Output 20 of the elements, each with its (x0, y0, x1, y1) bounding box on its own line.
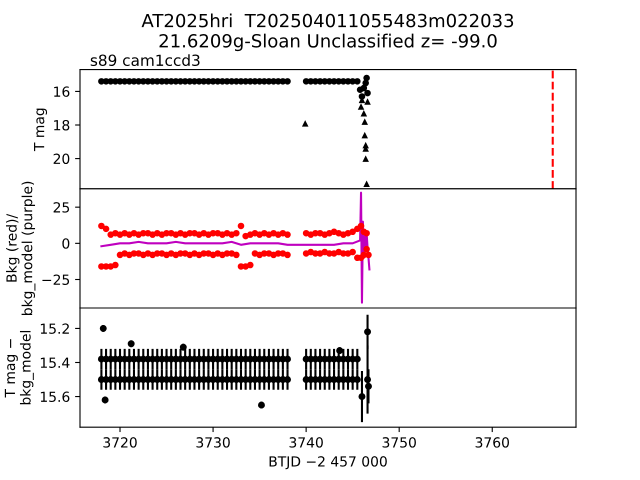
x-axis-title: BTJD −2 457 000 (270, 456, 387, 470)
y-tick-label: 15.2 (40, 323, 69, 334)
y-tick-label: 16 (54, 86, 70, 97)
text: s89 cam1ccd3 (90, 54, 200, 66)
y-tick-label: 15.4 (40, 358, 70, 368)
y-axis-title: Bkg (red)/ bkg_model (purple) (6, 182, 36, 315)
x-tick-label: 3740 (290, 437, 323, 448)
y-tick-label: 20 (54, 154, 70, 164)
x-tick-label: 3760 (476, 437, 509, 448)
x-tick-label: 3730 (196, 437, 230, 448)
y-tick-label: 25 (54, 202, 70, 213)
y-tick-label: 18 (54, 120, 70, 130)
y-axis-title: T mag − bkg_model (4, 330, 34, 404)
chart-title: AT2025hri T202504011055483m022033 21.6209g-Sloan Unclassified z= -99.0 (142, 13, 514, 52)
y-tick-label: 0 (62, 238, 70, 249)
y-tick-label: 15.6 (40, 392, 70, 402)
y-axis-title: T mag (34, 108, 48, 152)
y-tick-label: −25 (42, 274, 70, 285)
x-tick-label: 3720 (103, 437, 137, 448)
x-tick-label: 3750 (382, 437, 416, 448)
